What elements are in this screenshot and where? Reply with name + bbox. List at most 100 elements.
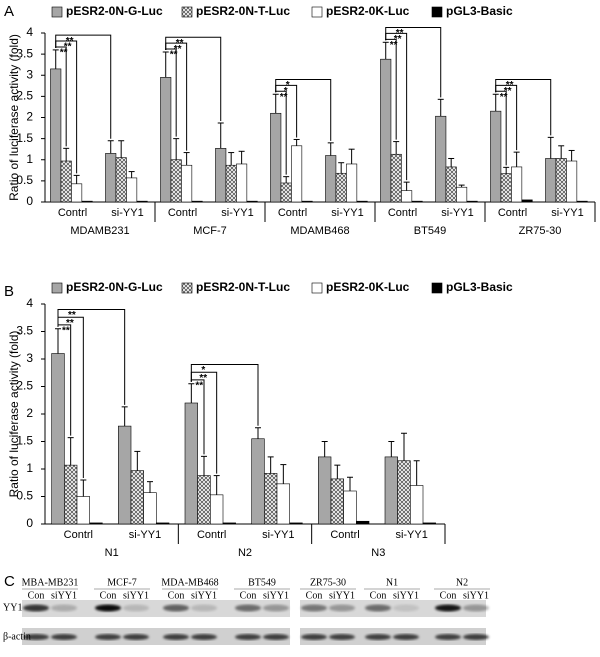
bar xyxy=(115,157,127,203)
panel-label: B xyxy=(4,283,14,300)
bar xyxy=(456,186,468,203)
legend-swatch xyxy=(311,6,323,18)
bar xyxy=(435,115,447,203)
y-tick-label: 1.5 xyxy=(16,434,33,448)
lane-label: siYY1 xyxy=(263,590,289,601)
error-bar xyxy=(347,476,353,491)
error-bar xyxy=(388,441,395,457)
lane-label: siYY1 xyxy=(463,590,489,601)
significance-label: ** xyxy=(199,373,207,384)
panel-label: C xyxy=(4,573,15,590)
error-bar xyxy=(327,142,334,156)
blot-strip xyxy=(22,600,290,617)
group-label: N1 xyxy=(105,547,119,559)
significance-label: ** xyxy=(62,326,70,337)
group-label: N3 xyxy=(371,547,385,559)
error-bar xyxy=(280,464,287,484)
x-tick-label: si-YY1 xyxy=(262,529,294,541)
significance-label: ** xyxy=(66,36,74,47)
lane-label: Con xyxy=(168,590,185,601)
error-bar xyxy=(228,152,235,166)
bar xyxy=(411,200,423,203)
y-axis-label: Ratio of luciferase activity (fold) xyxy=(7,34,21,201)
band xyxy=(435,634,461,640)
lane-label: Con xyxy=(28,590,45,601)
blot-strip xyxy=(22,628,290,645)
cell-line-label: MDA-MB468 xyxy=(161,577,218,588)
band xyxy=(365,604,391,612)
legend-label: pESR2-0K-Luc xyxy=(326,280,410,294)
bar xyxy=(181,164,193,203)
bar xyxy=(380,58,392,203)
significance-bracket xyxy=(275,78,332,141)
y-tick-label: 0 xyxy=(26,516,33,530)
band xyxy=(235,634,261,640)
bar xyxy=(76,496,90,525)
band xyxy=(163,634,189,640)
y-tick-label: 3 xyxy=(26,67,33,81)
bar xyxy=(384,456,398,525)
error-bar xyxy=(107,140,114,154)
x-tick-label: Contrl xyxy=(388,207,417,219)
group-label: MCF-7 xyxy=(193,225,227,237)
row-label: β-actin xyxy=(3,631,31,642)
significance-label: ** xyxy=(504,86,512,97)
bar xyxy=(236,163,248,203)
band xyxy=(123,634,149,640)
significance-label: ** xyxy=(390,40,398,51)
y-tick-label: 4 xyxy=(26,296,33,310)
significance-bracket xyxy=(165,36,222,121)
significance-bracket xyxy=(190,364,259,426)
y-tick-label: 0.5 xyxy=(16,173,33,187)
significance-label: ** xyxy=(66,318,74,329)
significance-label: ** xyxy=(394,34,402,45)
blot-strip xyxy=(300,628,486,645)
cell-line-label: MBA-MB231 xyxy=(22,577,79,588)
band xyxy=(393,604,419,612)
lane-label: Con xyxy=(370,590,387,601)
band xyxy=(51,634,77,640)
lane-label: siYY1 xyxy=(393,590,419,601)
bar xyxy=(335,172,347,203)
error-bar xyxy=(437,98,444,117)
legend-label: pGL3-Basic xyxy=(446,280,513,294)
y-tick-label: 2.5 xyxy=(16,89,33,103)
bar xyxy=(251,438,265,525)
band xyxy=(301,604,327,612)
error-bar xyxy=(73,174,80,184)
bar xyxy=(545,158,557,203)
bar xyxy=(356,200,368,203)
band xyxy=(463,604,489,612)
bar xyxy=(51,353,65,525)
band xyxy=(23,604,49,612)
cell-line-label: BT549 xyxy=(248,577,276,588)
significance-label: * xyxy=(201,365,205,376)
x-tick-label: si-YY1 xyxy=(331,207,363,219)
error-bar xyxy=(403,181,410,191)
x-tick-label: si-YY1 xyxy=(111,207,143,219)
bar xyxy=(60,160,72,203)
bar xyxy=(346,163,358,203)
significance-label: ** xyxy=(170,50,178,61)
legend-label: pESR2-0N-G-Luc xyxy=(66,4,163,18)
legend-label: pESR2-0K-Luc xyxy=(326,4,410,18)
legend-swatch xyxy=(51,282,63,294)
cell-line-label: N2 xyxy=(456,577,468,588)
bar xyxy=(191,200,203,203)
bar xyxy=(410,485,424,525)
bar xyxy=(89,522,103,525)
band xyxy=(191,604,217,612)
x-tick-label: Contrl xyxy=(64,529,93,541)
row-label: YY1 xyxy=(3,602,22,613)
bar xyxy=(276,483,290,525)
error-bar xyxy=(173,138,180,160)
cell-line-label: MCF-7 xyxy=(107,577,136,588)
band xyxy=(191,634,217,640)
band xyxy=(51,604,77,612)
band xyxy=(95,604,121,612)
error-bar xyxy=(147,481,153,493)
bar xyxy=(401,190,413,203)
group-label: ZR75-30 xyxy=(519,225,562,237)
bar xyxy=(184,402,198,525)
y-tick-label: 1 xyxy=(26,461,33,475)
